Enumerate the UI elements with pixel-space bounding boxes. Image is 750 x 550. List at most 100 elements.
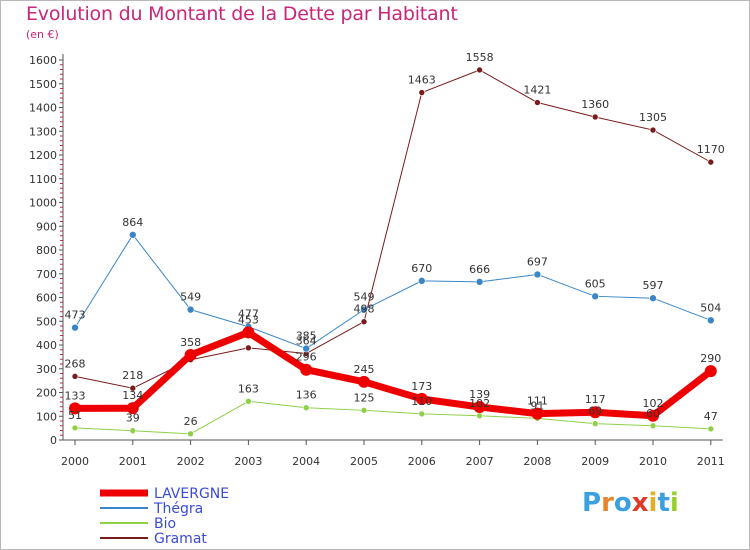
logo-letter: P: [582, 488, 602, 518]
data-label-thégra: 504: [700, 301, 721, 314]
data-label-gramat: 498: [354, 303, 375, 316]
data-label-lavergne: 453: [238, 313, 259, 326]
data-point-bio: [360, 407, 368, 414]
data-point-lavergne: [300, 363, 313, 376]
x-tick-label: 2000: [61, 455, 89, 468]
data-label-lavergne: 358: [180, 336, 201, 349]
data-label-gramat: 1463: [408, 74, 436, 87]
data-point-bio: [649, 422, 657, 430]
data-point-bio: [187, 430, 194, 438]
data-label-thégra: 605: [585, 277, 606, 290]
data-label-thégra: 477: [238, 308, 259, 321]
x-tick-label: 2006: [408, 455, 436, 468]
x-tick-label: 2011: [697, 455, 725, 468]
data-point-thégra: [417, 277, 426, 285]
data-label-thégra: 670: [411, 262, 432, 275]
logo-letter: r: [601, 488, 614, 518]
data-label-lavergne: 296: [296, 351, 317, 364]
data-label-bio: 39: [126, 412, 140, 425]
data-label-bio: 47: [704, 410, 718, 423]
data-point-lavergne: [473, 400, 486, 413]
x-tick-label: 2003: [234, 455, 262, 468]
y-tick-label: 1200: [29, 149, 57, 162]
series-line-bio: [74, 400, 712, 435]
data-label-lavergne: 245: [354, 363, 375, 376]
data-label-gramat: 364: [296, 335, 317, 348]
data-point-bio: [129, 427, 137, 435]
data-point-bio: [591, 420, 599, 427]
y-tick-label: 900: [36, 220, 57, 233]
legend-label-lavergne: LAVERGNE: [154, 486, 229, 502]
legend-label-bio: Bio: [154, 516, 176, 532]
data-point-thégra: [186, 305, 195, 314]
data-label-thégra: 549: [180, 291, 201, 304]
data-point-bio: [245, 397, 252, 405]
y-tick-label: 400: [36, 339, 57, 352]
y-tick-label: 300: [36, 363, 57, 376]
y-tick-label: 200: [36, 387, 57, 400]
data-point-gramat: [245, 344, 252, 352]
data-label-gramat: 1360: [581, 98, 609, 111]
data-label-gramat: 1170: [697, 143, 725, 156]
data-point-lavergne: [704, 365, 717, 378]
data-point-thégra: [706, 316, 715, 325]
x-tick-label: 2004: [292, 455, 320, 468]
data-point-gramat: [591, 113, 599, 121]
data-label-lavergne: 117: [585, 393, 606, 406]
data-label-bio: 125: [354, 391, 375, 404]
data-point-gramat: [534, 99, 541, 106]
logo-letter: i: [648, 488, 658, 518]
y-tick-label: 1100: [29, 173, 57, 186]
data-label-bio: 136: [296, 389, 317, 402]
data-point-lavergne: [69, 402, 81, 415]
data-point-bio: [418, 410, 426, 418]
data-label-thégra: 549: [354, 291, 375, 304]
data-point-lavergne: [242, 326, 255, 339]
y-tick-label: 1600: [29, 54, 57, 67]
x-tick-label: 2001: [119, 455, 147, 468]
data-point-bio: [476, 412, 483, 420]
data-point-thégra: [71, 323, 79, 332]
y-tick-label: 700: [36, 268, 57, 281]
data-label-lavergne: 290: [700, 352, 721, 365]
x-tick-label: 2008: [523, 455, 551, 468]
logo-letter: x: [631, 488, 649, 518]
data-point-thégra: [129, 231, 137, 239]
data-label-lavergne: 134: [122, 389, 143, 402]
data-point-lavergne: [589, 406, 602, 419]
series-line-gramat: [74, 69, 712, 389]
y-tick-label: 100: [36, 410, 57, 423]
data-point-thégra: [649, 294, 657, 303]
data-point-lavergne: [647, 409, 659, 422]
x-tick-label: 2002: [177, 455, 205, 468]
data-point-thégra: [533, 270, 542, 279]
data-label-thégra: 597: [643, 279, 664, 292]
proxiti-logo: Proxiti: [582, 488, 679, 518]
x-tick-label: 2009: [581, 455, 609, 468]
logo-letter: o: [613, 488, 632, 518]
data-label-thégra: 697: [527, 255, 548, 268]
data-point-gramat: [707, 158, 715, 166]
y-tick-label: 1300: [29, 125, 57, 138]
data-point-lavergne: [358, 375, 370, 388]
data-point-lavergne: [126, 402, 139, 415]
data-label-bio: 51: [68, 409, 82, 422]
data-label-bio: 91: [530, 399, 544, 412]
data-label-lavergne: 139: [469, 388, 490, 401]
data-point-thégra: [591, 292, 600, 301]
data-point-bio: [71, 424, 79, 432]
data-label-bio: 102: [469, 397, 490, 410]
series-line-thégra: [74, 234, 712, 350]
chart-title: Evolution du Montant de la Dette par Hab…: [26, 3, 458, 25]
y-tick-label: 600: [36, 292, 57, 305]
data-label-thégra: 666: [469, 263, 490, 276]
data-label-gramat: 218: [122, 369, 143, 382]
y-tick-label: 0: [50, 434, 57, 447]
data-label-lavergne: 111: [527, 395, 548, 408]
data-label-lavergne: 102: [643, 397, 664, 410]
data-label-lavergne: 133: [65, 389, 86, 402]
data-point-gramat: [129, 384, 137, 392]
data-label-lavergne: 173: [411, 380, 432, 393]
